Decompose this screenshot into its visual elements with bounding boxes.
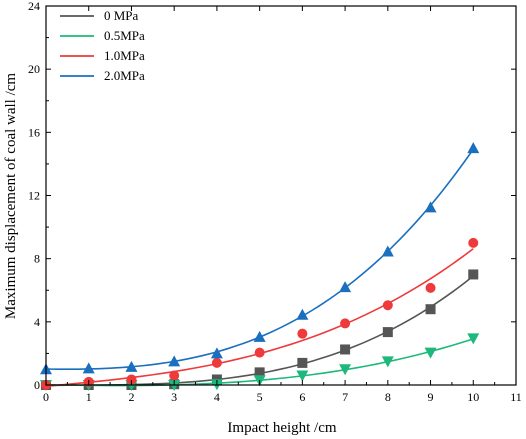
data-point (468, 237, 479, 248)
data-point (381, 245, 394, 257)
y-tick-label: 12 (28, 189, 40, 203)
data-point (467, 142, 480, 154)
data-point (126, 374, 137, 385)
x-tick-label: 1 (86, 390, 92, 404)
x-tick-label: 11 (510, 390, 522, 404)
data-point (253, 330, 266, 342)
x-tick-label: 5 (257, 390, 263, 404)
data-point (297, 328, 308, 339)
data-point (82, 362, 95, 374)
y-tick-label: 4 (34, 315, 40, 329)
x-tick-label: 3 (171, 390, 177, 404)
x-tick-label: 10 (467, 390, 479, 404)
y-axis-title: Maximum displacement of coal wall /cm (3, 73, 19, 320)
x-tick-label: 4 (214, 390, 220, 404)
data-point (424, 201, 437, 213)
series-fit-line (45, 248, 474, 388)
data-point (211, 357, 222, 368)
x-axis-title: Impact height /cm (227, 420, 336, 436)
x-tick-label: 6 (299, 390, 305, 404)
data-point (340, 318, 351, 329)
y-tick-label: 0 (34, 378, 40, 392)
x-tick-label: 2 (128, 390, 134, 404)
data-point (339, 364, 352, 376)
x-tick-label: 9 (428, 390, 434, 404)
data-point (254, 347, 265, 358)
data-point (210, 347, 223, 359)
legend: 0 MPa 0.5MPa 1.0MPa 2.0MPa (60, 8, 145, 83)
legend-label: 1.0MPa (104, 48, 145, 63)
data-point (382, 327, 393, 338)
legend-label: 0.5MPa (104, 28, 145, 43)
data-point (168, 355, 181, 367)
series-0 (41, 269, 479, 390)
y-tick-label: 24 (28, 0, 40, 13)
data-point (381, 356, 394, 368)
data-point (339, 281, 352, 293)
legend-label: 2.0MPa (104, 68, 145, 83)
data-point (296, 370, 309, 382)
data-point (467, 333, 480, 345)
data-point (169, 370, 180, 381)
y-tick-label: 20 (28, 62, 40, 76)
data-point (425, 304, 436, 315)
legend-label: 0 MPa (104, 8, 139, 23)
x-tick-label: 7 (342, 390, 348, 404)
data-point (297, 357, 308, 368)
y-tick-label: 16 (28, 125, 40, 139)
data-point (340, 344, 351, 355)
x-tick-label: 8 (385, 390, 391, 404)
series-2 (41, 237, 479, 390)
data-point (254, 367, 265, 378)
data-point (425, 282, 436, 293)
data-point (468, 269, 479, 280)
plot-layer (40, 142, 480, 391)
x-tick-label: 0 (43, 390, 49, 404)
y-tick-label: 8 (34, 252, 40, 266)
data-point (125, 360, 138, 372)
series-3 (40, 142, 480, 375)
data-point (382, 300, 393, 311)
data-point (296, 308, 309, 320)
data-point (424, 347, 437, 359)
